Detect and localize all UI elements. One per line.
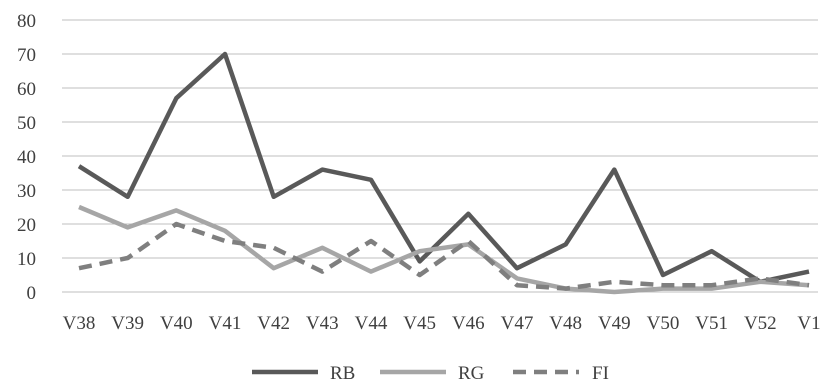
legend-label-rg: RG	[458, 363, 485, 381]
y-tick-label: 60	[17, 79, 36, 100]
x-axis-ticks: V38 V39 V40 V41 V42 V43 V44 V45 V46 V47 V48 V49 V50 V…	[63, 313, 821, 334]
x-tick-label: V48	[549, 313, 582, 334]
x-tick-label: V41	[209, 313, 242, 334]
legend-label-rb: RB	[330, 363, 355, 381]
legend: RB RG FI	[252, 363, 609, 381]
y-tick-label: 20	[17, 215, 36, 236]
series-line-rg	[78, 204, 810, 295]
x-tick-label: V39	[111, 313, 144, 334]
y-tick-label: 50	[17, 113, 36, 134]
y-tick-label: 30	[17, 181, 36, 202]
y-tick-label: 40	[17, 147, 36, 168]
y-tick-label: 0	[27, 283, 37, 304]
y-axis-ticks: 0 10 20 30 40 50 60 70 80	[17, 11, 36, 304]
x-tick-label: V38	[63, 313, 96, 334]
y-tick-label: 80	[17, 11, 36, 32]
legend-label-fi: FI	[592, 363, 609, 381]
y-tick-label: 10	[17, 249, 36, 270]
x-tick-label: V45	[403, 313, 436, 334]
x-tick-label: V50	[647, 313, 680, 334]
series-lines	[77, 51, 810, 295]
y-tick-label: 70	[17, 45, 36, 66]
x-tick-label: V46	[452, 313, 485, 334]
gridlines	[62, 19, 818, 293]
x-tick-label: V49	[598, 313, 631, 334]
x-tick-label: V52	[744, 313, 777, 334]
x-tick-label: V44	[355, 313, 388, 334]
x-tick-label: V47	[501, 313, 534, 334]
x-tick-label: V43	[306, 313, 339, 334]
x-tick-label: V51	[695, 313, 728, 334]
series-line-rb	[77, 51, 810, 285]
x-tick-label: V42	[257, 313, 290, 334]
x-tick-label: V40	[160, 313, 193, 334]
x-tick-label: V1	[797, 313, 820, 334]
series-line-fi	[78, 221, 810, 291]
